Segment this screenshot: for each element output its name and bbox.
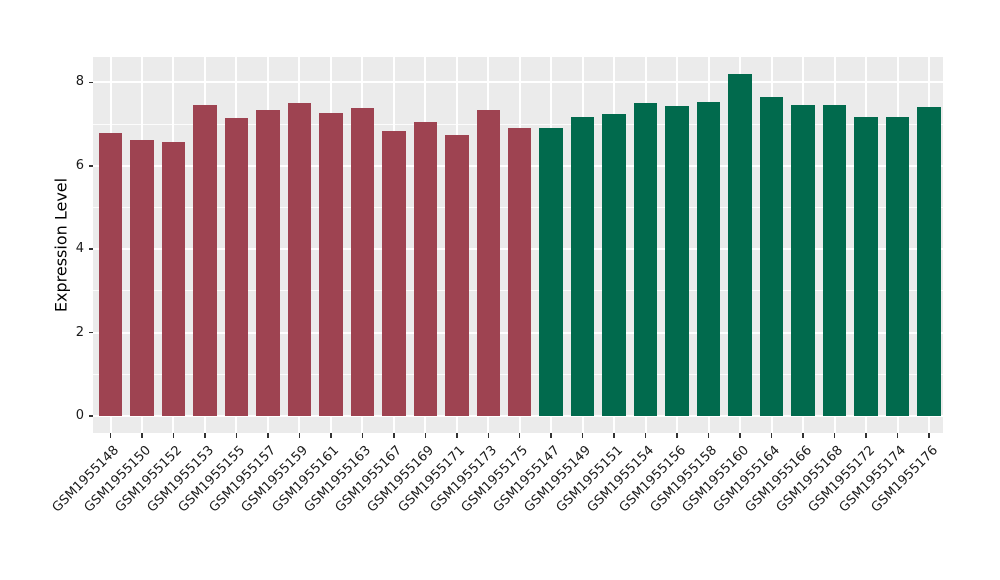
bar-GSM1955153 xyxy=(193,104,217,416)
bar-GSM1955169 xyxy=(413,122,438,416)
bar-GSM1955176 xyxy=(917,107,941,416)
bar-GSM1955147 xyxy=(539,128,563,416)
y-tick-label: 4 xyxy=(75,241,84,257)
bar-GSM1955160 xyxy=(728,74,752,416)
bar-GSM1955156 xyxy=(665,106,689,416)
bar-GSM1955172 xyxy=(854,116,878,416)
y-tick-label: 8 xyxy=(75,74,84,90)
bar-GSM1955157 xyxy=(256,109,280,416)
x-tick-mark xyxy=(109,433,112,438)
x-tick-mark xyxy=(518,433,521,438)
bar-GSM1955159 xyxy=(287,103,312,416)
bar-GSM1955174 xyxy=(885,116,910,416)
bar-GSM1955158 xyxy=(696,102,721,416)
bar-GSM1955150 xyxy=(130,139,154,416)
x-tick-mark xyxy=(487,433,489,438)
x-tick-mark xyxy=(550,433,552,438)
x-tick-mark xyxy=(393,433,395,438)
y-tick-label: 2 xyxy=(75,324,84,340)
bar-GSM1955155 xyxy=(224,118,249,416)
x-tick-mark xyxy=(204,433,206,438)
x-tick-mark xyxy=(739,433,741,438)
gridline-minor xyxy=(93,123,943,125)
bar-GSM1955154 xyxy=(633,102,658,416)
bar-GSM1955164 xyxy=(759,97,784,416)
y-tick-mark xyxy=(88,248,93,250)
bar-GSM1955152 xyxy=(161,142,186,416)
x-tick-mark xyxy=(141,433,143,438)
x-tick-mark xyxy=(802,433,804,438)
bar-GSM1955175 xyxy=(507,128,532,416)
x-tick-mark xyxy=(865,433,867,438)
bar-GSM1955168 xyxy=(822,104,847,416)
bar-GSM1955149 xyxy=(570,116,595,416)
x-tick-mark xyxy=(676,433,678,438)
x-tick-mark xyxy=(928,433,930,438)
y-tick-label: 6 xyxy=(75,157,84,173)
y-tick-mark xyxy=(88,165,93,167)
bar-GSM1955148 xyxy=(98,132,123,416)
x-tick-mark xyxy=(456,433,458,438)
x-tick-mark xyxy=(896,433,899,438)
x-tick-mark xyxy=(267,433,269,438)
y-tick-mark xyxy=(88,415,93,417)
x-tick-mark xyxy=(613,433,615,438)
bar-GSM1955173 xyxy=(476,109,500,416)
x-tick-mark xyxy=(707,433,710,438)
x-tick-mark xyxy=(770,433,773,438)
x-tick-mark xyxy=(424,433,427,438)
y-tick-mark xyxy=(88,331,93,334)
gridline-major xyxy=(93,414,943,417)
x-tick-mark xyxy=(235,433,238,438)
bar-GSM1955171 xyxy=(445,134,469,416)
plot-panel xyxy=(93,57,943,433)
gridline-major xyxy=(93,81,943,84)
x-tick-mark xyxy=(330,433,332,438)
bar-GSM1955161 xyxy=(319,113,343,416)
x-tick-mark xyxy=(581,433,584,438)
bar-GSM1955151 xyxy=(602,114,626,416)
bar-GSM1955167 xyxy=(382,131,406,416)
bar-GSM1955166 xyxy=(791,104,815,416)
x-tick-mark xyxy=(361,433,364,438)
x-tick-mark xyxy=(833,433,836,438)
x-tick-mark xyxy=(172,433,175,438)
bar-GSM1955163 xyxy=(350,108,375,416)
y-tick-label: 0 xyxy=(75,407,84,423)
x-tick-mark xyxy=(644,433,647,438)
x-tick-mark xyxy=(298,433,301,438)
y-tick-mark xyxy=(88,81,93,84)
